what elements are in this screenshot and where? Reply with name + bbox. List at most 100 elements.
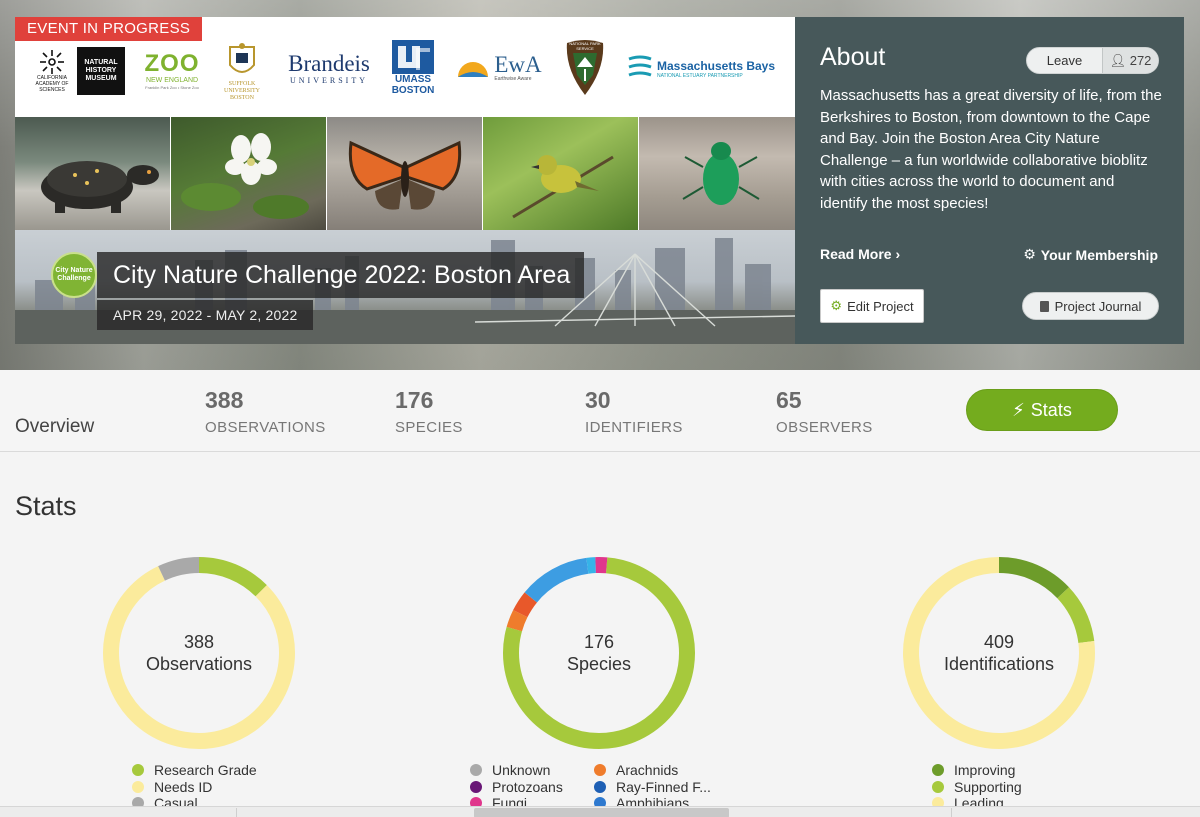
membership-pill: Leave 👤︎ 272 [1026, 47, 1159, 74]
identifications-donut-count: 409 [983, 631, 1015, 652]
legend-dot [932, 780, 944, 793]
donut-slice-needs-id[interactable] [103, 566, 295, 749]
logo-subtext: BOSTON [391, 85, 435, 96]
logo-text: Massachusetts Bays [656, 59, 776, 73]
legend-item[interactable]: Unknown [470, 762, 563, 779]
tab-overview[interactable]: Overview [15, 416, 95, 437]
legend-label: Supporting [954, 778, 1022, 795]
donut-slice-plants[interactable] [503, 557, 695, 749]
book-icon [1039, 300, 1049, 312]
donut-slice-casual[interactable] [158, 557, 200, 581]
photo-tiger-beetle [639, 117, 795, 230]
legend-label: Research Grade [154, 762, 257, 779]
scrollbar-thumb[interactable] [474, 808, 729, 817]
turtle-illustration [41, 161, 159, 213]
about-heading: About [820, 43, 886, 71]
stats-section: Stats 388 Observations 176 Species 409 I… [0, 453, 1200, 817]
scroll-divider [951, 808, 952, 817]
legend-label: Protozoans [492, 778, 563, 795]
suffolk-crest-icon [229, 42, 255, 73]
observations-metric[interactable]: 388 OBSERVATIONS [205, 387, 326, 436]
donut-slice-research-grade[interactable] [198, 557, 267, 597]
observations-donut-chart: 388 Observations [99, 553, 299, 753]
species-donut-chart: 176 Species [499, 553, 699, 753]
chevron-right-icon: › [895, 246, 901, 262]
legend-label: Ray-Finned F... [616, 778, 711, 795]
legend-dot [470, 780, 482, 793]
legend-dot [470, 764, 482, 777]
gear-icon: ⚙ [830, 298, 843, 313]
taxa-legend-right: Arachnids Ray-Finned F... Amphibians [594, 762, 711, 812]
legend-label: Unknown [492, 762, 551, 779]
gear-icon: ⚙ [1023, 246, 1036, 262]
observations-label: OBSERVATIONS [205, 419, 326, 436]
legend-label: Arachnids [616, 762, 679, 779]
your-membership-link[interactable]: ⚙ Your Membership [1023, 246, 1158, 263]
logo-text: EwA [494, 52, 542, 77]
project-header-card: CALIFORNIA ACADEMY OF SCIENCES NATURAL H… [15, 17, 1184, 344]
lightning-icon: ⚡︎ [1012, 399, 1025, 420]
stats-button[interactable]: ⚡︎ Stats [966, 389, 1118, 431]
about-panel: About Leave 👤︎ 272 Massachusetts has a g… [795, 17, 1184, 344]
observations-donut-count: 388 [183, 631, 215, 652]
observers-metric[interactable]: 65 OBSERVERS [776, 387, 873, 436]
banner-photo-row [15, 117, 795, 230]
legend-label: Improving [954, 762, 1016, 779]
city-nature-challenge-logo: City Nature Challenge [51, 252, 97, 298]
identifiers-count: 30 [585, 387, 611, 413]
identifications-donut-chart: 409 Identifications [899, 553, 1099, 753]
leave-button[interactable]: Leave [1027, 48, 1103, 73]
academy-sunburst-icon [40, 50, 64, 74]
logo-text: NATIONAL PARK SERVICE [569, 41, 601, 51]
legend-item[interactable]: Protozoans [470, 779, 563, 796]
observations-donut-label: Observations [145, 653, 253, 674]
edit-project-button[interactable]: ⚙ Edit Project [820, 289, 924, 323]
species-label: SPECIES [395, 419, 463, 436]
donut-slice-leading[interactable] [903, 557, 1095, 749]
donut-slice-birds[interactable] [524, 557, 589, 603]
observers-label: OBSERVERS [776, 419, 873, 436]
species-metric[interactable]: 176 SPECIES [395, 387, 463, 436]
logo-text: SUFFOLK UNIVERSITY BOSTON [224, 80, 260, 101]
member-count[interactable]: 👤︎ 272 [1103, 48, 1158, 73]
identifications-legend: Improving Supporting Leading [932, 762, 1022, 812]
photo-turtle [15, 117, 170, 230]
umass-mark-icon [392, 40, 434, 74]
logo-text: UMASS [394, 74, 432, 85]
horizontal-scrollbar[interactable] [0, 806, 1200, 817]
logo-massachusetts-bays: Massachusetts Bays NATIONAL ESTUARY PART… [625, 53, 777, 85]
identifiers-metric[interactable]: 30 IDENTIFIERS [585, 387, 683, 436]
scroll-divider [236, 808, 237, 817]
species-donut-count: 176 [583, 631, 615, 652]
donut-slice-supporting[interactable] [1057, 587, 1095, 644]
legend-item[interactable]: Needs ID [132, 779, 257, 796]
logo-subtext: NATIONAL ESTUARY PARTNERSHIP [656, 73, 743, 79]
ewa-sun-icon [458, 62, 489, 77]
logo-california-academy: CALIFORNIA ACADEMY OF SCIENCES [35, 45, 69, 97]
observations-donut-svg [103, 557, 295, 749]
person-icon: 👤︎ [1109, 53, 1127, 68]
donut-slice-insects[interactable] [513, 592, 538, 618]
edit-project-label: Edit Project [847, 298, 914, 314]
legend-item[interactable]: Supporting [932, 779, 1022, 796]
quality-grade-legend: Research Grade Needs ID Casual [132, 762, 257, 812]
logo-umass-boston: UMASS BOSTON [391, 39, 435, 97]
legend-dot [932, 764, 944, 777]
legend-item[interactable]: Ray-Finned F... [594, 779, 711, 796]
read-more-link[interactable]: Read More › [820, 246, 900, 262]
logo-zoo-new-england: ZOO NEW ENGLAND Franklin Park Zoo • Ston… [141, 47, 203, 95]
about-description: Massachusetts has a great diversity of l… [820, 87, 1162, 212]
butterfly-illustration [348, 140, 462, 210]
legend-item[interactable]: Arachnids [594, 762, 711, 779]
project-journal-button[interactable]: Project Journal [1022, 292, 1159, 320]
logo-text: CALIFORNIA ACADEMY OF SCIENCES [35, 75, 69, 93]
observers-count: 65 [776, 387, 802, 413]
donut-slice-ray-finned-fishes[interactable] [586, 557, 597, 574]
legend-item[interactable]: Improving [932, 762, 1022, 779]
legend-dot [132, 764, 144, 777]
legend-item[interactable]: Research Grade [132, 762, 257, 779]
event-in-progress-badge: EVENT IN PROGRESS [15, 17, 203, 41]
donut-slice-improving[interactable] [998, 557, 1069, 599]
donut-slice-arachnids[interactable] [506, 610, 528, 632]
species-donut-label: Species [566, 653, 632, 674]
